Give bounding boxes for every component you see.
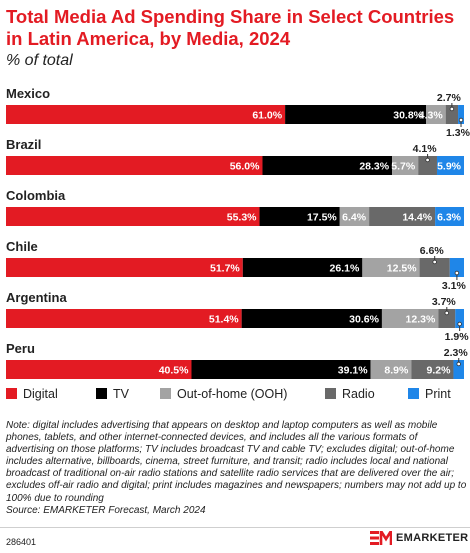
chart-id: 286401 <box>6 537 37 547</box>
data-label-argentina-tv: 30.6% <box>349 314 379 326</box>
data-label-argentina-print: 1.9% <box>445 331 470 343</box>
leader-dot-brazil-radio <box>425 157 430 163</box>
stacked-bar-chart: Mexico 61.0% 30.8%4.3% 2.7% 1.3% Brazil 56.0% 2… <box>6 86 470 401</box>
legend-swatch-tv <box>96 388 107 399</box>
em-logo-icon <box>370 531 392 545</box>
bar-argentina-digital <box>6 309 242 328</box>
data-label-brazil-tv: 28.3% <box>359 161 389 173</box>
chart-subtitle: % of total <box>6 52 73 69</box>
leader-dot-argentina-radio <box>444 310 450 316</box>
data-label-mexico-tv: 30.8% <box>393 110 423 122</box>
bar-colombia-tv <box>259 207 340 226</box>
leader-dot-mexico-radio <box>449 106 455 112</box>
data-label-brazil-digital: 56.0% <box>230 161 260 173</box>
leader-dot-mexico-print <box>458 117 464 123</box>
bar-peru-print <box>453 360 464 379</box>
data-label-chile-digital: 51.7% <box>210 263 240 275</box>
bar-brazil-radio <box>418 156 437 175</box>
bar-mexico-out-of-home-ooh <box>426 105 446 124</box>
data-label-colombia-radio: 14.4% <box>402 212 432 224</box>
data-label-chile-tv: 26.1% <box>330 263 360 275</box>
legend-label-digital: Digital <box>23 387 58 401</box>
brand-logo: EMARKETER <box>370 531 468 545</box>
bar-brazil-print <box>436 156 464 175</box>
data-label-chile-out-of-home-ooh: 12.5% <box>387 263 417 275</box>
bar-argentina-tv <box>241 309 382 328</box>
bar-brazil-tv <box>262 156 393 175</box>
category-label-mexico: Mexico <box>6 86 50 101</box>
bar-colombia-digital <box>6 207 260 226</box>
data-label-peru-digital: 40.5% <box>159 365 189 377</box>
data-label-mexico-out-of-home-ooh: 4.3% <box>419 110 444 122</box>
footer-divider <box>0 527 470 528</box>
legend-label-print: Print <box>425 387 451 401</box>
data-label-colombia-print: 6.3% <box>437 212 462 224</box>
brand-name: EMARKETER <box>396 532 469 544</box>
bar-peru-out-of-home-ooh <box>370 360 412 379</box>
leader-dot-chile-print <box>454 270 460 276</box>
data-label-colombia-out-of-home-ooh: 6.4% <box>342 212 367 224</box>
data-label-colombia-digital: 55.3% <box>227 212 257 224</box>
data-label-argentina-radio: 3.7% <box>432 296 457 308</box>
legend-label-out-of-home-ooh: Out-of-home (OOH) <box>177 387 287 401</box>
category-label-chile: Chile <box>6 239 38 254</box>
leader-dot-chile-radio <box>432 259 437 265</box>
data-label-argentina-out-of-home-ooh: 12.3% <box>406 314 436 326</box>
bar-chile-print <box>449 258 464 277</box>
data-label-peru-radio: 9.2% <box>427 365 452 377</box>
data-label-brazil-print: 5.9% <box>437 161 462 173</box>
bar-chile-tv <box>242 258 363 277</box>
data-label-colombia-tv: 17.5% <box>307 212 337 224</box>
data-label-chile-print: 3.1% <box>442 280 467 292</box>
bar-argentina-out-of-home-ooh <box>381 309 439 328</box>
category-label-colombia: Colombia <box>6 188 66 203</box>
legend-label-radio: Radio <box>342 387 375 401</box>
bar-mexico-radio <box>445 105 459 124</box>
bar-argentina-radio <box>438 309 456 328</box>
bar-colombia-radio <box>369 207 436 226</box>
leader-dot-argentina-print <box>457 321 462 327</box>
legend-swatch-digital <box>6 388 17 399</box>
bar-mexico-print <box>458 105 464 124</box>
bar-mexico-digital <box>6 105 286 124</box>
bar-argentina-print <box>455 309 464 328</box>
bar-colombia-out-of-home-ooh <box>339 207 370 226</box>
bar-peru-radio <box>411 360 454 379</box>
data-label-chile-radio: 6.6% <box>420 245 445 257</box>
data-label-mexico-print: 1.3% <box>446 127 470 139</box>
leader-dot-peru-print <box>456 361 461 367</box>
data-label-peru-tv: 39.1% <box>338 365 368 377</box>
bar-colombia-print <box>435 207 464 226</box>
category-label-peru: Peru <box>6 341 35 356</box>
data-label-argentina-digital: 51.4% <box>209 314 239 326</box>
data-label-peru-out-of-home-ooh: 8.9% <box>384 365 409 377</box>
bar-chile-out-of-home-ooh <box>362 258 420 277</box>
source-text: Source: EMARKETER Forecast, March 2024 <box>6 504 206 516</box>
bar-peru-tv <box>191 360 371 379</box>
note-text: Note: digital includes advertising that … <box>6 420 467 504</box>
legend-swatch-radio <box>325 388 336 399</box>
legend-label-tv: TV <box>113 387 130 401</box>
category-label-argentina: Argentina <box>6 290 67 305</box>
legend-swatch-out-of-home-ooh <box>160 388 171 399</box>
legend-swatch-print <box>408 388 419 399</box>
chart-title: Total Media Ad Spending Share in Select … <box>6 6 455 49</box>
bar-brazil-out-of-home-ooh <box>392 156 419 175</box>
bar-brazil-digital <box>6 156 263 175</box>
bar-peru-digital <box>6 360 192 379</box>
bar-chile-digital <box>6 258 243 277</box>
chart-note: Note: digital includes advertising that … <box>6 420 468 517</box>
bar-chile-radio <box>419 258 450 277</box>
data-label-mexico-radio: 2.7% <box>437 92 462 104</box>
bar-mexico-tv <box>285 105 427 124</box>
data-label-brazil-out-of-home-ooh: 5.7% <box>391 161 416 173</box>
category-label-brazil: Brazil <box>6 137 41 152</box>
data-label-brazil-radio: 4.1% <box>413 143 438 155</box>
data-label-peru-print: 2.3% <box>444 347 469 359</box>
data-label-mexico-digital: 61.0% <box>252 110 282 122</box>
